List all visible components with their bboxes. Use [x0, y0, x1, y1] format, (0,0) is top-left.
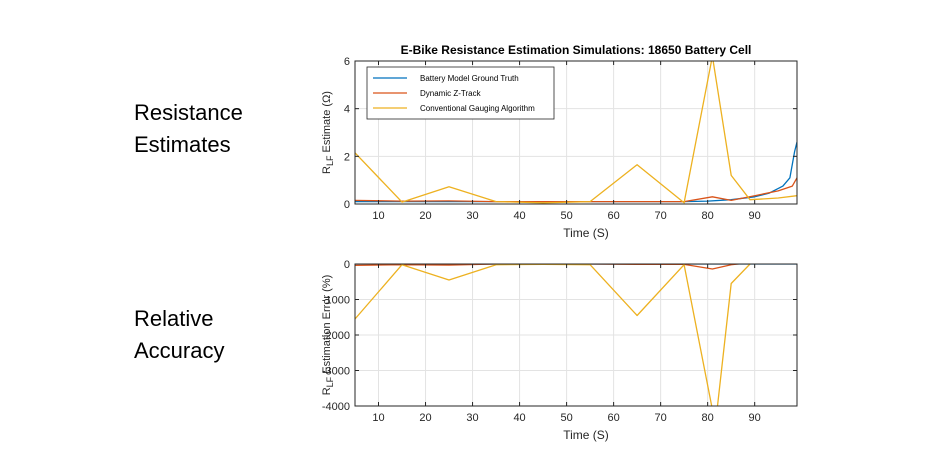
- x-tick-label: 20: [419, 412, 431, 424]
- chart-1: 10 20 30 40 50 60 70 80 90 0 2 4 6 Time (S) RLF Estima…: [321, 43, 798, 240]
- y-tick-label: -4000: [322, 401, 350, 413]
- y-tick-label: -2000: [322, 330, 350, 342]
- x-tick-label: 40: [513, 412, 525, 424]
- chart-title: E-Bike Resistance Estimation Simulations…: [401, 43, 752, 57]
- y-axis-label-text: Estimate (Ω): [321, 91, 333, 155]
- x-tick-label: 60: [607, 412, 619, 424]
- x-tick-label: 10: [372, 210, 384, 222]
- y-axis-label-subscript: LF: [325, 155, 335, 166]
- y-tick-label: 4: [344, 104, 350, 116]
- y-tick-label: -3000: [322, 366, 350, 378]
- x-tick-label: 80: [702, 412, 714, 424]
- y-tick-label: -1000: [322, 295, 350, 307]
- y-tick-label: 0: [344, 259, 350, 271]
- legend-label-conventional-gauging-algorithm: Conventional Gauging Algorithm: [420, 104, 535, 113]
- x-tick-label: 30: [466, 210, 478, 222]
- y-axis-label-subscript: LF: [325, 376, 335, 387]
- relative-accuracy-label-line2: Accuracy: [134, 338, 225, 363]
- x-tick-label: 80: [702, 210, 714, 222]
- legend: Battery Model Ground Truth Dynamic Z-Trac…: [366, 66, 555, 120]
- x-tick-label: 70: [655, 412, 667, 424]
- x-tick-label: 30: [466, 412, 478, 424]
- y-axis-label-symbol: R: [321, 166, 333, 174]
- resistance-estimates-label-line1: Resistance: [134, 100, 243, 125]
- y-tick-label: 0: [344, 199, 350, 211]
- y-axis-label-text: Estimation Error (%): [321, 275, 333, 377]
- legend-label-dynamic-z-track: Dynamic Z-Track: [420, 89, 482, 98]
- resistance-estimates-label-line2: Estimates: [134, 132, 231, 157]
- y-axis-label: RLF Estimation Error (%): [321, 275, 335, 396]
- chart-2: 10 20 30 40 50 60 70 80 90 0 -1000 -2000 -3000 -4000 T…: [321, 259, 798, 442]
- legend-label-battery-model-ground-truth: Battery Model Ground Truth: [420, 74, 519, 83]
- relative-accuracy-label: Relative Accuracy: [134, 303, 224, 367]
- x-tick-label: 50: [560, 412, 572, 424]
- y-axis-label-symbol: R: [321, 387, 333, 395]
- x-tick-label: 40: [513, 210, 525, 222]
- x-tick-label: 20: [419, 210, 431, 222]
- y-tick-label: 6: [344, 56, 350, 68]
- x-tick-label: 90: [749, 412, 761, 424]
- x-tick-label: 60: [607, 210, 619, 222]
- resistance-estimates-label: Resistance Estimates: [134, 97, 243, 161]
- x-axis-label: Time (S): [563, 226, 609, 240]
- x-tick-label: 90: [749, 210, 761, 222]
- relative-accuracy-label-line1: Relative: [134, 306, 214, 331]
- x-tick-label: 10: [372, 412, 384, 424]
- y-tick-label: 2: [344, 151, 350, 163]
- axes-frame: [354, 60, 798, 205]
- y-axis-label: RLF Estimate (Ω): [321, 91, 335, 174]
- x-tick-label: 70: [655, 210, 667, 222]
- x-tick-label: 50: [560, 210, 572, 222]
- series-line-conventional-gauging-algorithm: [355, 61, 797, 204]
- x-axis-label: Time (S): [563, 428, 609, 442]
- series-line-conventional-gauging-algorithm: [355, 264, 756, 406]
